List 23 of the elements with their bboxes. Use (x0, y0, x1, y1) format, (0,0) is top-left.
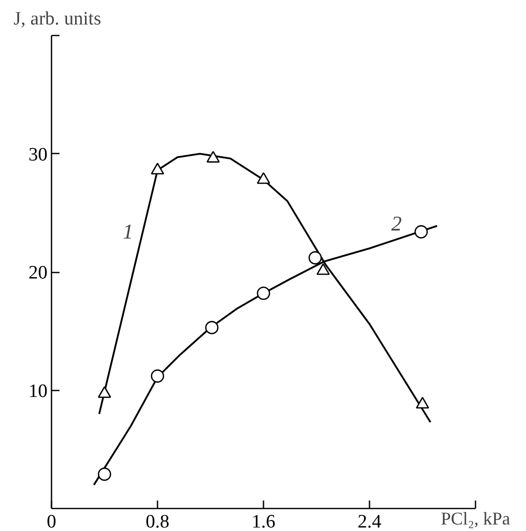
point (256, 172, 270, 184)
point (150, 369, 164, 383)
point (98, 468, 112, 481)
y-tick-label: 30 (28, 144, 48, 166)
x-tick-label: 0 (46, 512, 56, 531)
point (416, 396, 430, 409)
y-axis-title: J, arb. units (14, 8, 102, 30)
y-tick-label: 10 (28, 380, 48, 402)
x-tick-label: 1.6 (252, 512, 276, 531)
series-label: 2 (391, 211, 402, 236)
series-label: 1 (122, 219, 134, 244)
x-tick-label: 2.4 (358, 512, 382, 531)
point (98, 386, 112, 398)
x-axis-title: PCl₂, kPa (440, 508, 510, 528)
point (316, 263, 330, 275)
point (308, 251, 322, 264)
point (206, 150, 220, 163)
point (256, 286, 270, 300)
x-tick-label: 0.8 (146, 512, 170, 531)
y-tick-label: 20 (28, 262, 48, 284)
point (205, 320, 218, 334)
point (414, 225, 428, 238)
point (150, 162, 164, 174)
